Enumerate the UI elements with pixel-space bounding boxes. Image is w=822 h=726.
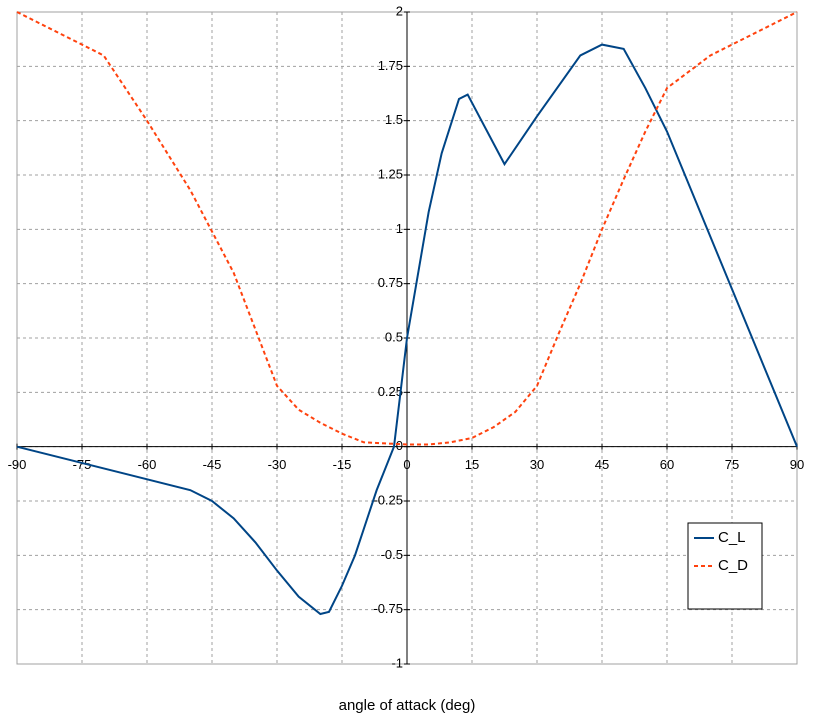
x-tick-label: 90 xyxy=(790,457,804,472)
y-tick-label: -1 xyxy=(391,655,403,670)
y-tick-label: -0.25 xyxy=(373,492,403,507)
x-tick-label: -45 xyxy=(203,457,222,472)
line-series xyxy=(16,11,798,446)
x-tick-label: -15 xyxy=(333,457,352,472)
x-tick-label: 30 xyxy=(530,457,544,472)
x-tick-label: 75 xyxy=(725,457,739,472)
x-tick-label: 15 xyxy=(465,457,479,472)
y-tick-label: 1.25 xyxy=(378,166,403,181)
y-tick-label: 0 xyxy=(396,438,403,453)
y-tick-label: 1.5 xyxy=(385,112,403,127)
x-tick-label: 60 xyxy=(660,457,674,472)
x-tick-label: -90 xyxy=(8,457,27,472)
line-series xyxy=(16,43,798,616)
x-tick-label: 45 xyxy=(595,457,609,472)
x-axis-label: angle of attack (deg) xyxy=(339,697,476,714)
y-tick-label: -0.5 xyxy=(381,547,403,562)
y-tick-label: 0.25 xyxy=(378,384,403,399)
y-tick-label: 0.75 xyxy=(378,275,403,290)
x-tick-label: -30 xyxy=(268,457,287,472)
y-tick-label: 2 xyxy=(396,3,403,18)
y-tick-label: 1.75 xyxy=(378,58,403,73)
y-tick-label: 0.5 xyxy=(385,329,403,344)
y-tick-label: -0.75 xyxy=(373,601,403,616)
x-tick-label: -60 xyxy=(138,457,157,472)
y-tick-label: 1 xyxy=(396,221,403,236)
legend-label: C_L xyxy=(718,529,746,546)
legend-label: C_D xyxy=(718,557,748,574)
